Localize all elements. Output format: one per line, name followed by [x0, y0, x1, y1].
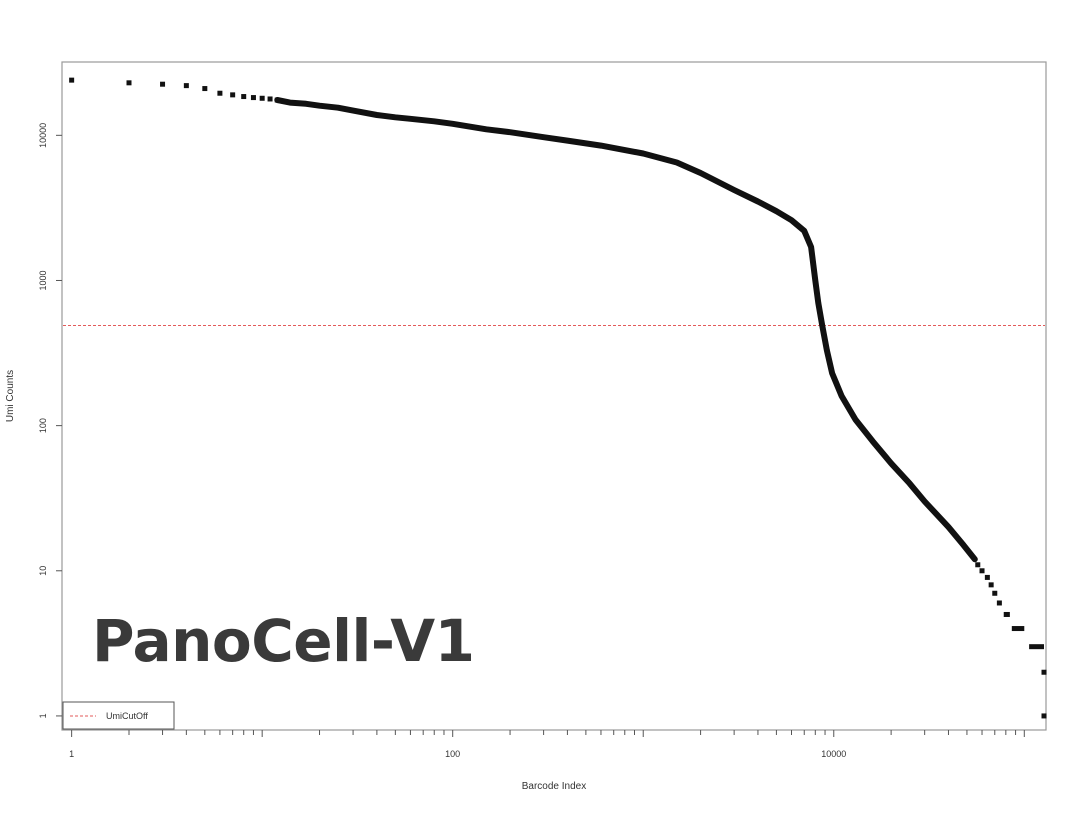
y-axis-ticks: 1 10 100 1000 10000 — [38, 123, 62, 718]
x-axis-ticks: 1 100 10000 — [69, 730, 1025, 759]
y-tick-label: 100 — [38, 418, 48, 433]
barcode-point — [250, 95, 256, 101]
barcode-point — [217, 90, 223, 96]
barcode-point — [267, 96, 273, 102]
barcode-point — [183, 83, 189, 89]
y-tick-label: 1 — [38, 713, 48, 718]
x-tick-label: 1 — [69, 749, 74, 759]
barcode-step — [992, 590, 998, 596]
plot-frame — [61, 61, 1047, 731]
x-tick-label: 100 — [445, 749, 460, 759]
barcode-point — [126, 80, 132, 86]
barcode-point — [202, 86, 208, 92]
y-tick-label: 10 — [38, 566, 48, 576]
x-tick-label: 10000 — [821, 749, 846, 759]
legend: UmiCutOff — [62, 701, 175, 730]
barcode-step — [1041, 713, 1047, 719]
y-tick-label: 10000 — [38, 123, 48, 148]
barcode-step — [1041, 669, 1047, 675]
barcode-point — [259, 95, 265, 101]
barcode-step — [975, 562, 981, 568]
legend-label: UmiCutOff — [106, 711, 148, 721]
overlay-title: PanoCell-V1 — [92, 607, 475, 675]
barcode-point — [230, 92, 236, 98]
barcode-point — [241, 94, 247, 100]
barcode-curve — [274, 97, 978, 563]
x-axis-label: Barcode Index — [522, 781, 587, 792]
barcode-step — [996, 600, 1002, 606]
barcode-point — [69, 77, 75, 83]
y-axis-label: Umi Counts — [5, 370, 16, 422]
barcode-point — [160, 81, 166, 87]
y-tick-label: 1000 — [38, 270, 48, 290]
barcode-step — [984, 574, 990, 580]
barcode-step — [979, 568, 985, 574]
data-points — [69, 77, 1047, 719]
barcode-step — [988, 582, 994, 588]
